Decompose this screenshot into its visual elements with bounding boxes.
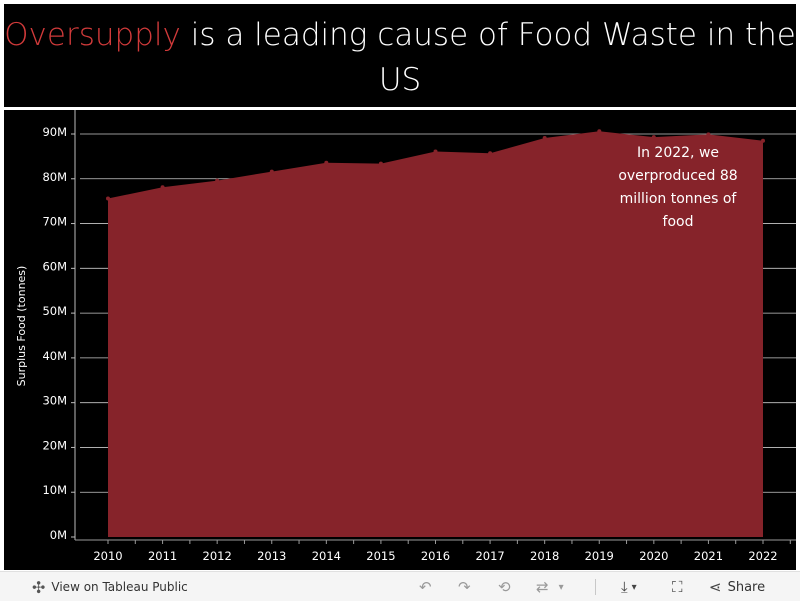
refresh-icon: ⇄ (536, 578, 549, 596)
x-axis: 2010 2011 2012 2013 2014 2015 2016 2017 2018 2019… (75, 539, 796, 563)
tableau-toolbar: ✣ View on Tableau Public ↶ ↷ ⟲ ⇄ ▾ ⤓ ▾ ⛶… (0, 571, 800, 601)
x-tick-label: 2010 (93, 549, 122, 563)
download-button[interactable]: ⤓ ▾ (621, 578, 637, 596)
annotation-text: In 2022, we overproduced 88 million tonnes… (618, 145, 737, 230)
fullscreen-button[interactable]: ⛶ (672, 578, 683, 596)
revert-button[interactable]: ⟲ (498, 578, 511, 596)
y-tick-label: 90M (42, 125, 67, 139)
data-point-2019[interactable] (597, 129, 602, 134)
data-point-2016[interactable] (433, 149, 438, 154)
share-button[interactable]: ⋖ Share (709, 578, 765, 596)
toolbar-divider (595, 578, 596, 596)
area-series (106, 129, 765, 538)
data-point-2011[interactable] (160, 185, 165, 190)
annotation: In 2022, we overproduced 88 million tonnes… (618, 145, 737, 230)
tableau-icon: ✣ (32, 577, 46, 597)
y-tick-label: 20M (42, 438, 67, 452)
x-tick-label: 2022 (748, 549, 777, 563)
refresh-button[interactable]: ⇄ ▾ (536, 578, 564, 596)
title-accent: Oversupply (4, 17, 181, 53)
data-point-2010[interactable] (106, 196, 110, 201)
data-point-2017[interactable] (488, 151, 493, 156)
x-tick-label: 2016 (421, 549, 450, 563)
x-tick-label: 2020 (639, 549, 668, 563)
y-tick-label: 50M (42, 304, 67, 318)
x-tick-label: 2012 (203, 549, 232, 563)
y-tick-label: 60M (42, 259, 67, 273)
x-tick-label: 2017 (475, 549, 504, 563)
y-tick-label: 0M (50, 528, 67, 542)
y-tick-label: 10M (42, 483, 67, 497)
undo-icon: ↶ (419, 578, 432, 596)
undo-button[interactable]: ↶ (419, 578, 432, 596)
x-tick-label: 2018 (530, 549, 559, 563)
download-icon: ⤓ (621, 578, 628, 596)
view-on-tableau-link[interactable]: ✣ View on Tableau Public (32, 577, 188, 597)
data-point-2020[interactable] (651, 135, 656, 140)
title-divider (4, 107, 796, 110)
y-tick-label: 80M (42, 170, 67, 184)
revert-icon: ⟲ (498, 578, 511, 596)
x-tick-label: 2019 (585, 549, 614, 563)
title-rest: is a leading cause of Food Waste in the … (190, 17, 796, 98)
fullscreen-icon: ⛶ (672, 578, 683, 596)
x-tick-label: 2015 (366, 549, 395, 563)
share-icon: ⋖ (709, 578, 722, 596)
view-on-tableau-label: View on Tableau Public (51, 580, 188, 594)
y-tick-label: 70M (42, 215, 67, 229)
redo-button[interactable]: ↷ (458, 578, 471, 596)
redo-icon: ↷ (458, 578, 471, 596)
y-axis-label: Surplus Food (tonnes) (15, 266, 28, 387)
data-point-2018[interactable] (542, 136, 547, 140)
x-tick-label: 2021 (694, 549, 723, 563)
y-tick-label: 40M (42, 349, 67, 363)
download-chevron-icon: ▾ (631, 581, 637, 593)
x-tick-label: 2011 (148, 549, 177, 563)
chart-title: Oversupply is a leading cause of Food Wa… (4, 4, 796, 107)
data-point-2015[interactable] (378, 161, 383, 166)
y-tick-label: 30M (42, 394, 67, 408)
tableau-viz: Oversupply is a leading cause of Food Wa… (4, 4, 796, 570)
data-point-2012[interactable] (215, 178, 220, 183)
x-tick-label: 2013 (257, 549, 286, 563)
area-series-fill[interactable] (108, 131, 763, 538)
x-tick-label: 2014 (312, 549, 341, 563)
data-point-2021[interactable] (706, 132, 711, 137)
data-point-2013[interactable] (269, 169, 274, 174)
y-axis: 0M 10M 20M 30M 40M 50M 60M 70M 80M 90M (42, 110, 76, 542)
data-point-2022[interactable] (761, 138, 765, 143)
share-label: Share (727, 579, 766, 595)
data-point-2014[interactable] (324, 160, 329, 165)
chevron-down-icon: ▾ (558, 581, 564, 593)
